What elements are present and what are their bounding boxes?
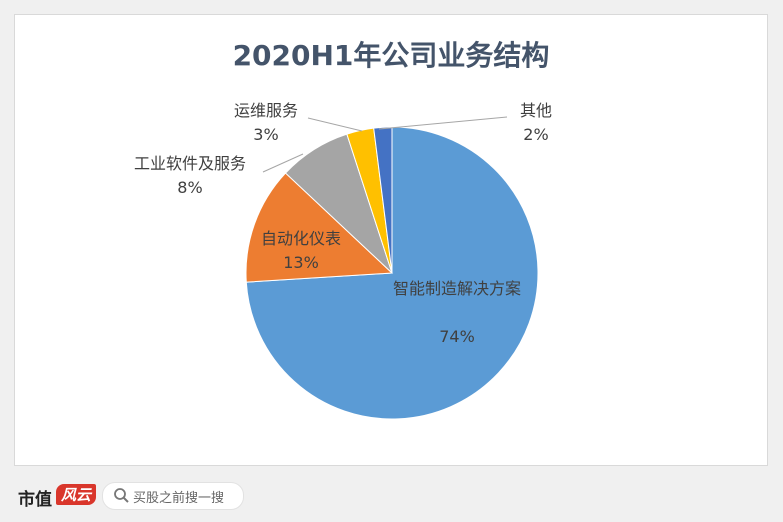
slice-label: 工业软件及服务 xyxy=(133,154,246,173)
pie-slice xyxy=(245,172,394,283)
slice-label: 运维服务 xyxy=(233,101,298,120)
slice-value-label: 3% xyxy=(253,125,279,144)
leader-line xyxy=(307,117,363,132)
slice-label: 其他 xyxy=(519,101,552,120)
search-box[interactable]: 买股之前搜一搜 xyxy=(102,482,244,510)
slice-value-label: 8% xyxy=(177,178,203,197)
slice-label: 智能制造解决方案 xyxy=(392,279,521,298)
brand: 市值 xyxy=(18,490,52,510)
pie-slice xyxy=(373,126,393,274)
slice-value-label: 13% xyxy=(283,253,319,272)
search-placeholder: 买股之前搜一搜 xyxy=(133,491,225,506)
chart: 2020H1年公司业务结构 xyxy=(233,39,550,420)
leader-line xyxy=(262,153,304,173)
chart-card: 2020H1年公司业务结构 智能制造解决方案 74% 自动化仪表 13% 工业软件及服务… xyxy=(14,14,768,466)
slice-value-label: 74% xyxy=(439,327,475,346)
slice-value-label: 2% xyxy=(523,125,549,144)
slice-label: 自动化仪表 xyxy=(260,229,341,248)
chart-title: 2020H1年公司业务结构 xyxy=(233,39,550,72)
leader-line xyxy=(378,116,508,130)
brand-mark: 风云 xyxy=(56,484,97,505)
search-icon xyxy=(114,488,129,503)
footer: 市值 风云 买股之前搜一搜 xyxy=(0,470,783,522)
